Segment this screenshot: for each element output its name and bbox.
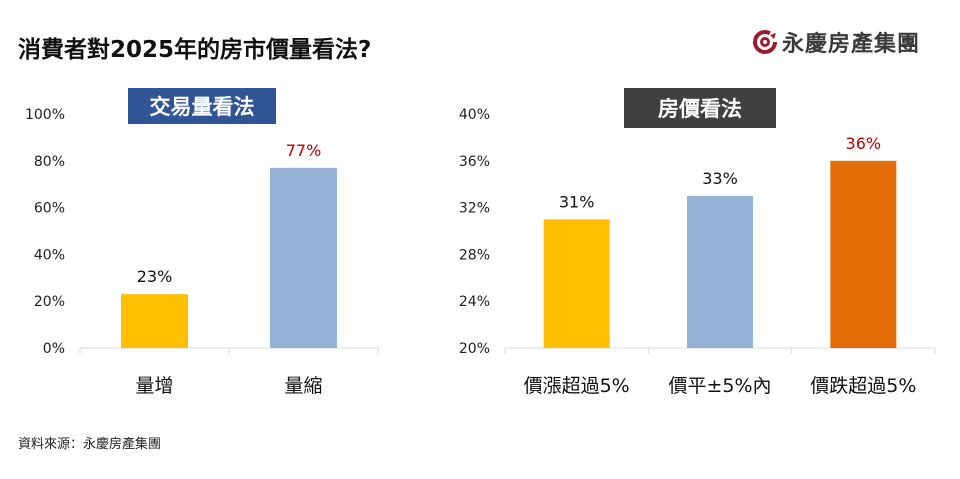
y-tick-label: 100%	[25, 107, 65, 123]
bar	[543, 219, 610, 348]
y-tick-label: 40%	[459, 107, 490, 123]
source-note: 資料來源：永慶房產集團	[18, 437, 162, 452]
data-label: 36%	[846, 134, 882, 153]
page-title: 消費者對2025年的房市價量看法?	[18, 37, 372, 63]
x-category-label: 價漲超過5%	[524, 375, 630, 397]
bar	[270, 167, 337, 348]
data-label: 23%	[137, 267, 173, 286]
logo-text: 永慶房產集團	[782, 32, 921, 57]
chart-title: 交易量看法	[150, 95, 255, 119]
y-tick-label: 40%	[34, 247, 65, 263]
bar	[687, 195, 753, 348]
y-tick-label: 32%	[459, 201, 490, 217]
data-label: 77%	[286, 141, 322, 160]
chart-title: 房價看法	[658, 97, 742, 121]
y-tick-label: 28%	[459, 247, 490, 263]
y-tick-label: 36%	[459, 154, 490, 170]
x-category-label: 價跌超過5%	[810, 375, 916, 397]
y-tick-label: 0%	[43, 341, 65, 357]
logo: 永慶房產集團	[752, 26, 920, 58]
logo-icon	[753, 30, 777, 54]
x-category-label: 價平±5%內	[668, 375, 771, 397]
y-tick-label: 24%	[459, 294, 490, 310]
y-tick-label: 20%	[34, 294, 65, 310]
y-tick-label: 20%	[459, 341, 490, 357]
x-category-label: 量增	[135, 375, 173, 397]
y-tick-label: 80%	[34, 154, 65, 170]
x-category-label: 量縮	[284, 375, 322, 397]
data-label: 31%	[559, 192, 595, 211]
data-label: 33%	[702, 169, 738, 188]
bar	[121, 294, 188, 348]
chart-title-box	[624, 88, 776, 128]
bar	[830, 160, 897, 348]
y-tick-label: 60%	[34, 201, 65, 217]
chart-title-box	[128, 88, 276, 124]
